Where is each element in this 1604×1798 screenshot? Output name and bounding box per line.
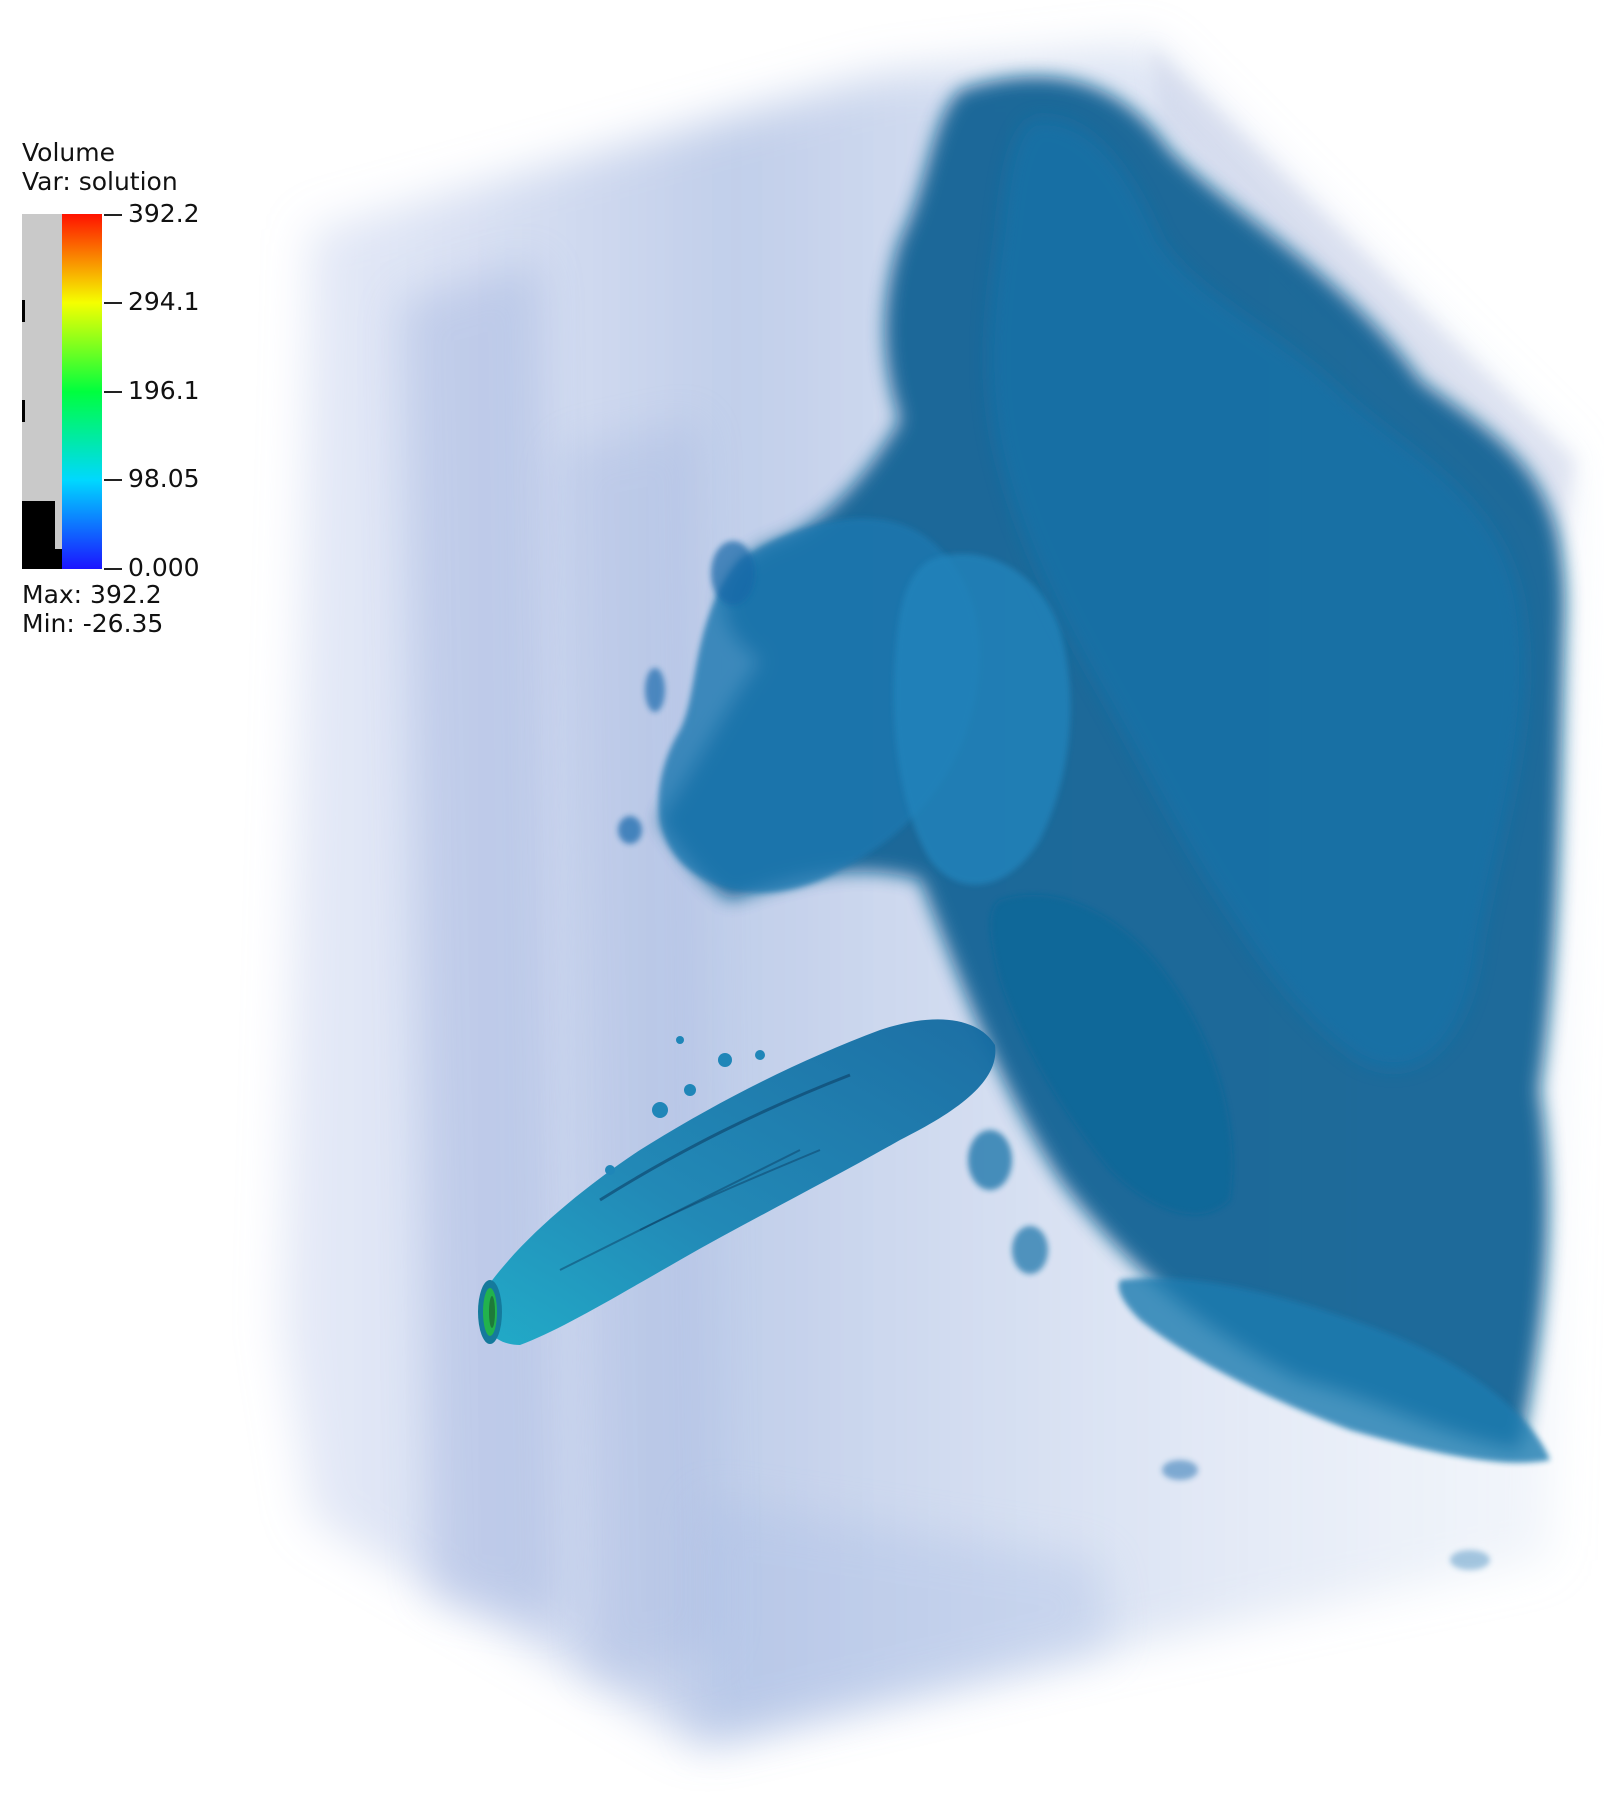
colorbar-tick-label: 294.1 <box>128 287 200 316</box>
colorbar-tick-label: 98.05 <box>128 464 200 493</box>
colorbar-tick <box>104 479 122 481</box>
legend-variable: Var: solution <box>22 167 178 196</box>
legend-min: Min: -26.35 <box>22 609 164 638</box>
colorbar-tick <box>104 391 122 393</box>
plume-detached-blobs <box>618 541 1490 1570</box>
colorbar-tick-label: 392.2 <box>128 199 200 228</box>
plume-upper-mass <box>660 76 1566 1450</box>
opacity-histogram <box>22 214 62 569</box>
colorbar-legend: Volume Var: solution <box>22 138 222 196</box>
plume-middle-sheets <box>658 518 1550 1463</box>
colorbar-tick <box>104 568 122 570</box>
colorbar-tick <box>104 214 122 216</box>
legend-max: Max: 392.2 <box>22 580 162 609</box>
jet-tail <box>481 1019 996 1345</box>
colorbar-gradient <box>62 214 102 569</box>
colorbar-tick-label: 0.000 <box>128 553 200 582</box>
colorbar-tick <box>104 302 122 304</box>
jet-nozzle <box>478 1280 502 1344</box>
legend-title: Volume <box>22 138 115 167</box>
colorbar-tick-label: 196.1 <box>128 376 200 405</box>
